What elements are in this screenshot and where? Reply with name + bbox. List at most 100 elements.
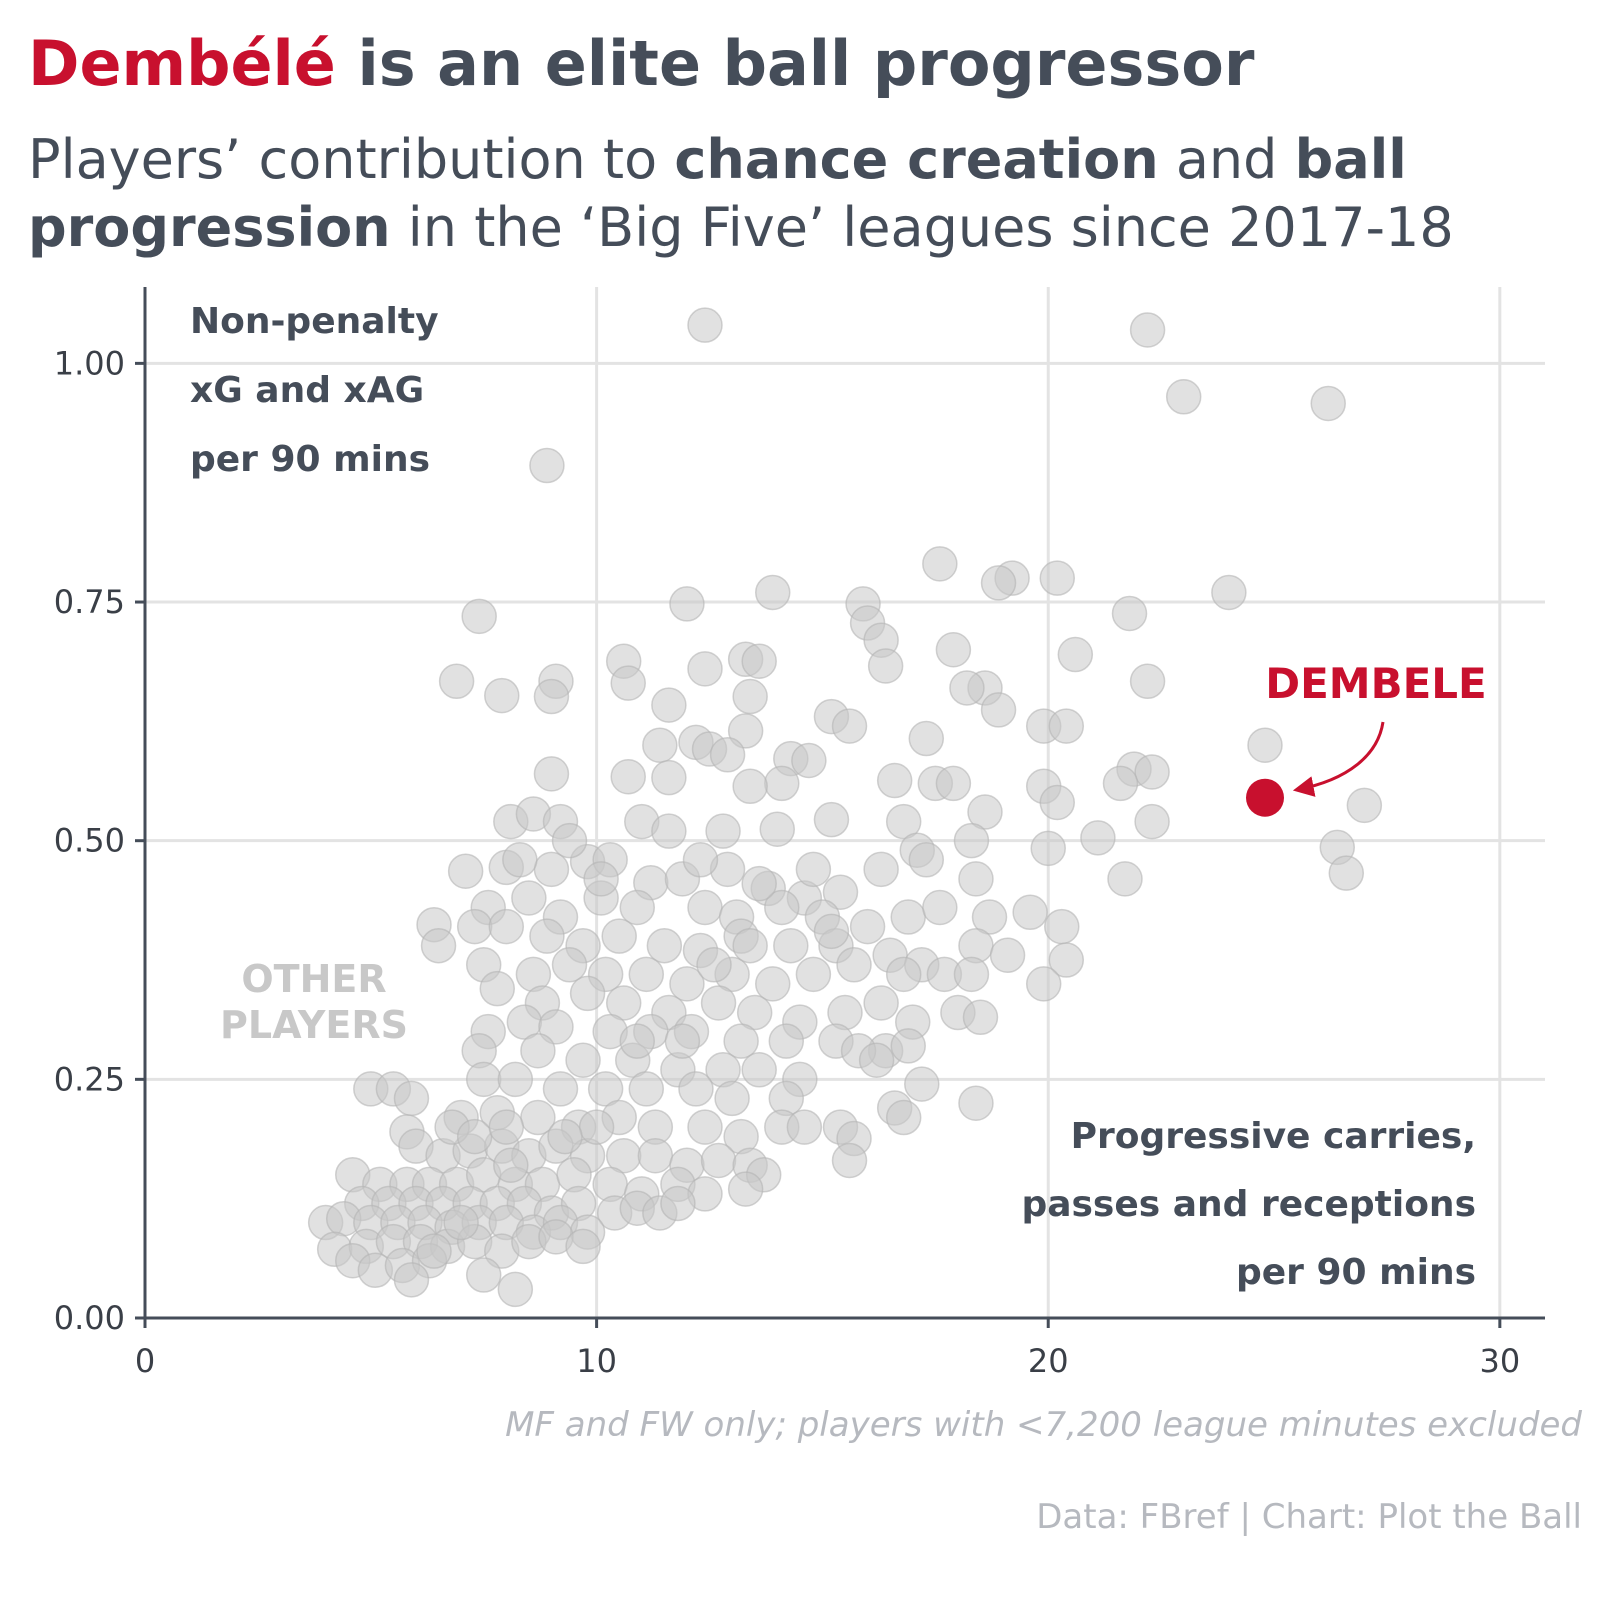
x-tick-label: 10: [576, 1342, 617, 1380]
y-tick-label: 0.25: [54, 1060, 125, 1098]
data-point: [1129, 312, 1166, 348]
data-point: [1044, 908, 1080, 945]
y-axis-label-line: per 90 mins: [190, 439, 430, 480]
data-point: [723, 1023, 759, 1059]
data-point: [922, 546, 958, 582]
other-players-label-line: PLAYERS: [220, 1003, 408, 1047]
chart-title: Dembélé is an elite ball progressor: [28, 14, 1254, 114]
data-point: [542, 1071, 579, 1107]
data-point: [479, 970, 516, 1007]
data-point: [890, 899, 926, 935]
data-point: [619, 1023, 656, 1059]
data-point: [646, 927, 683, 964]
data-point: [1048, 708, 1085, 744]
data-point: [1057, 636, 1094, 673]
data-point: [786, 1109, 823, 1145]
data-point: [732, 927, 768, 964]
data-point: [678, 1071, 714, 1107]
data-point: [1346, 787, 1383, 824]
data-point: [488, 908, 525, 945]
data-point: [1310, 385, 1346, 422]
data-point: [1111, 595, 1148, 632]
data-point: [660, 1185, 696, 1222]
subtitle-part: in the ‘Big Five’ leagues since 2017-18: [390, 196, 1454, 259]
data-point: [736, 994, 773, 1031]
data-point: [971, 899, 1008, 935]
data-point: [628, 1071, 665, 1107]
data-point: [687, 1109, 723, 1145]
data-point: [551, 947, 588, 983]
data-point: [849, 908, 886, 945]
data-point: [953, 822, 990, 859]
data-point: [867, 648, 904, 684]
data-point: [461, 598, 497, 635]
data-point: [700, 985, 737, 1021]
data-point: [682, 842, 719, 878]
data-point: [447, 853, 484, 889]
data-point: [863, 985, 899, 1021]
data-point: [605, 985, 642, 1021]
data-point: [583, 861, 619, 897]
y-axis-label-line: xG and xAG: [190, 370, 424, 411]
x-tick-label: 0: [135, 1342, 155, 1380]
data-point: [1328, 855, 1365, 891]
data-point: [980, 692, 1017, 728]
data-point: [935, 632, 972, 668]
data-point: [732, 768, 768, 805]
data-point: [651, 687, 687, 723]
data-point: [610, 665, 646, 701]
data-point: [628, 956, 665, 993]
data-point: [511, 880, 547, 916]
data-point: [709, 737, 746, 773]
data-point: [1134, 754, 1170, 790]
data-point: [551, 822, 588, 859]
subtitle-part: and: [1158, 128, 1295, 191]
data-point: [714, 1080, 750, 1117]
other-players-points: [307, 307, 1383, 1308]
data-point: [700, 1142, 737, 1179]
data-point: [502, 842, 538, 878]
x-tick-label: 30: [1479, 1342, 1520, 1380]
data-point: [795, 851, 832, 888]
data-point: [1134, 803, 1170, 840]
data-point: [922, 889, 958, 926]
data-point: [497, 1061, 534, 1098]
chart-subtitle: Players’ contribution to chance creation…: [28, 126, 1588, 262]
data-point: [773, 927, 809, 964]
data-point: [664, 1023, 701, 1059]
data-point: [949, 670, 985, 706]
data-point: [465, 1061, 502, 1098]
dembele-label: DEMBELE: [1265, 659, 1487, 708]
subtitle-bold: ball progression: [28, 128, 1407, 259]
source-credit: Data: FBref | Chart: Plot the Ball: [1036, 1497, 1582, 1537]
data-point: [732, 678, 768, 715]
y-tick-label: 0.50: [54, 822, 125, 860]
data-point: [497, 1271, 534, 1308]
data-point: [637, 1137, 674, 1174]
data-point: [764, 765, 800, 802]
other-players-label-line: OTHER: [241, 957, 386, 1001]
data-point: [754, 574, 791, 611]
data-point: [1211, 574, 1247, 611]
data-point: [764, 889, 800, 926]
data-point: [791, 742, 827, 779]
axis-labels: Non-penalty xG and xAG per 90 mins Progress…: [190, 301, 1476, 1293]
data-point: [759, 811, 796, 847]
x-tick-label: 20: [1028, 1342, 1069, 1380]
x-axis-label-line: Progressive carries,: [1071, 1116, 1476, 1157]
data-point: [1107, 861, 1143, 897]
data-point: [619, 889, 656, 926]
data-point: [456, 1118, 493, 1155]
data-point: [741, 1052, 777, 1088]
dembele-arrow: [1292, 721, 1385, 797]
data-point: [741, 643, 777, 679]
data-point: [547, 1118, 583, 1155]
y-tick-label: 0.75: [54, 583, 125, 621]
data-point: [831, 708, 868, 744]
data-point: [727, 1171, 764, 1207]
data-point: [967, 794, 1003, 830]
data-point: [465, 1257, 502, 1293]
axes: [135, 287, 1545, 1328]
footnote-caveat: MF and FW only; players with <7,200 leag…: [505, 1405, 1582, 1445]
x-axis-label-line: passes and receptions: [1021, 1184, 1476, 1225]
